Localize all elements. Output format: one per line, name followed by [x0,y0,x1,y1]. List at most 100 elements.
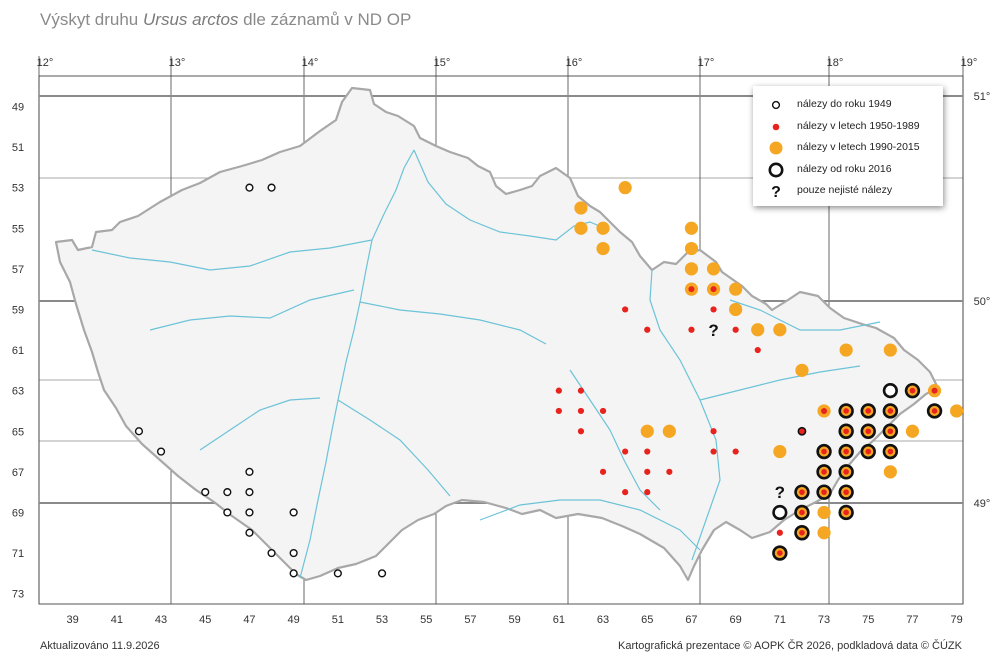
record-pre1949 [267,183,276,192]
column-label: 79 [951,614,963,626]
record-1950-1989 [710,428,717,435]
record-pre1949 [245,528,254,537]
column-label: 47 [243,614,255,626]
records-layer: ?? [134,181,964,578]
record-pre1949 [245,467,254,476]
record-pre1949 [289,508,298,517]
record-1950-1989 [865,428,872,435]
row-label: 65 [12,426,24,438]
record-1990-2015 [684,221,699,235]
record-1950-1989 [909,387,916,394]
record-1950-1989 [821,489,827,495]
row-label: 49 [12,101,24,113]
row-label: 67 [12,467,24,479]
record-1990-2015 [773,323,787,337]
record-1950-1989 [821,469,827,475]
record-since2016 [797,426,807,436]
record-pre1949 [245,183,254,192]
record-1950-1989 [622,448,629,455]
row-label: 57 [12,264,24,276]
row-label: 55 [12,223,24,235]
record-1990-2015 [574,221,588,235]
column-label: 69 [730,614,742,626]
record-1990-2015 [839,343,853,357]
svg-text:?: ? [771,184,781,201]
river-otava [199,397,321,451]
legend-label: nálezy v letech 1990-2015 [797,141,920,153]
record-1990-2015 [662,424,676,438]
record-1950-1989 [821,407,828,414]
legend-label: nálezy od roku 2016 [797,163,892,175]
row-label: 61 [12,345,24,357]
row-label: 59 [12,304,24,316]
record-1990-2015 [883,465,897,479]
record-1950-1989 [622,489,629,496]
question-mark-icon: ? [771,184,781,201]
river-becva [699,365,861,401]
record-pre1949 [156,447,166,456]
record-1990-2015 [817,526,831,540]
record-1950-1989 [887,408,894,414]
record-1950-1989 [710,306,717,313]
record-1950-1989 [821,448,827,455]
column-label: 49 [288,614,300,626]
row-label: 71 [12,548,24,560]
record-pre1949 [377,569,387,578]
column-label: 67 [685,614,697,626]
record-1950-1989 [644,489,651,496]
record-1990-2015 [706,262,721,276]
river-luznice [337,399,451,497]
longitude-label: 18° [827,57,844,69]
updated-note: Aktualizováno 11.9.2026 [40,640,160,652]
column-label: 73 [818,614,830,626]
river-dyje [479,499,701,551]
legend-label: nálezy do roku 1949 [797,98,892,110]
title-prefix: Výskyt druhu [40,10,143,29]
legend: nálezy do roku 1949 nálezy v letech 1950… [753,86,943,206]
record-1950-1989 [843,428,849,435]
column-label: 61 [553,614,565,626]
column-label: 51 [332,614,344,626]
record-1950-1989 [710,286,717,293]
record-1950-1989 [799,509,805,516]
record-pre1949 [333,569,342,578]
record-pre1949 [223,488,232,497]
river-odra [729,299,881,331]
column-label: 71 [774,614,786,626]
record-pre1949 [289,569,298,578]
latitude-label: 49° [974,498,991,510]
row-label: 73 [12,589,24,601]
record-1950-1989 [555,387,562,394]
record-1950-1989 [865,408,872,414]
latitude-label: 51° [974,91,991,103]
title-species: Ursus arctos [143,10,239,29]
longitude-label: 17° [698,57,715,69]
column-label: 75 [862,614,874,626]
legend-row-pre1949: nálezy do roku 1949 [753,95,943,115]
record-since2016 [772,504,788,521]
column-label: 45 [199,614,211,626]
row-label: 53 [12,183,24,195]
record-1990-2015 [773,444,787,459]
column-label: 55 [420,614,432,626]
record-1950-1989 [931,387,938,394]
river-ohre [91,239,373,271]
column-label: 77 [906,614,918,626]
longitude-label: 14° [302,57,319,69]
record-1950-1989 [843,489,849,495]
record-1950-1989 [754,346,761,354]
record-1950-1989 [776,529,783,536]
river-vltava [299,149,415,579]
record-1950-1989 [732,326,739,333]
record-1950-1989 [577,387,585,394]
record-1950-1989 [931,408,938,414]
red-dot-icon [772,123,780,131]
record-1950-1989 [732,448,739,455]
record-1950-1989 [887,428,894,435]
row-label: 63 [12,386,24,398]
record-1950-1989 [666,468,673,475]
record-1950-1989 [865,448,872,455]
river-sazava [359,301,547,345]
record-1950-1989 [843,509,849,516]
